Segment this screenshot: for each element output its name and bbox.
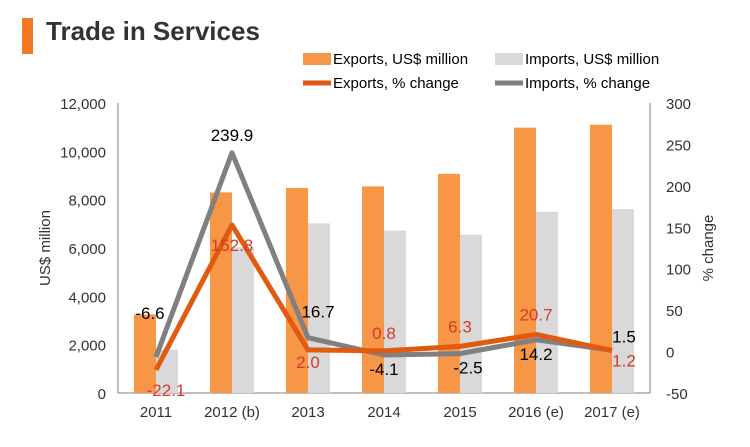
y-tick-label: 12,000	[60, 96, 106, 113]
x-tick-label: 2016 (e)	[508, 404, 564, 421]
y2-axis-title: % change	[700, 215, 717, 282]
exports-bar	[134, 314, 156, 393]
y-tick-label: 0	[98, 386, 106, 403]
y-axis-title: US$ million	[37, 210, 54, 286]
y2-tick-label: 250	[666, 137, 691, 154]
y2-tick-label: 0	[666, 345, 674, 362]
x-tick-label: 2017 (e)	[584, 404, 640, 421]
imports-pct-label: -4.1	[369, 360, 398, 379]
y2-tick-label: 150	[666, 220, 691, 237]
exports-pct-label: 1.2	[612, 352, 636, 371]
legend-exports-bar-label: Exports, US$ million	[333, 51, 468, 68]
imports-pct-label: -2.5	[453, 359, 482, 378]
y-tick-label: 2,000	[68, 338, 106, 355]
exports-bar	[514, 127, 536, 394]
exports-pct-label: 2.0	[296, 353, 320, 372]
y-tick-label: 6,000	[68, 241, 106, 258]
y-tick-label: 8,000	[68, 193, 106, 210]
exports-pct-label: 0.8	[372, 324, 396, 343]
imports-bar	[232, 247, 254, 393]
exports-pct-label: 20.7	[519, 305, 552, 324]
x-tick-label: 2011	[140, 404, 172, 421]
y2-tick-label: 100	[666, 262, 691, 279]
exports-pct-label: 152.8	[211, 236, 254, 255]
x-tick-label: 2012 (b)	[204, 404, 260, 421]
chart-title: Trade in Services	[46, 16, 260, 46]
y2-tick-label: 200	[666, 179, 691, 196]
imports-pct-label: 239.9	[211, 126, 254, 145]
exports-bar	[210, 192, 232, 393]
exports-bar	[590, 124, 612, 393]
title-accent-bar	[22, 18, 33, 54]
imports-pct-label: 14.2	[519, 345, 552, 364]
x-tick-label: 2014	[367, 404, 400, 421]
exports-pct-label: 6.3	[448, 317, 472, 336]
y-tick-label: 4,000	[68, 289, 106, 306]
exports-bar	[362, 186, 384, 393]
imports-bar	[612, 209, 634, 393]
legend-exports-bar-swatch	[303, 53, 331, 65]
exports-bar	[438, 173, 460, 393]
y2-tick-label: -50	[666, 386, 688, 403]
imports-pct-label: 16.7	[301, 303, 334, 322]
x-tick-label: 2013	[291, 404, 324, 421]
y2-tick-label: 300	[666, 96, 691, 113]
y-tick-label: 10,000	[60, 144, 106, 161]
imports-pct-line	[153, 150, 613, 358]
legend-exports-line-label: Exports, % change	[333, 75, 459, 92]
legend-imports-bar-label: Imports, US$ million	[525, 51, 659, 68]
exports-pct-label: -22.1	[147, 381, 186, 400]
x-tick-label: 2015	[443, 404, 476, 421]
legend-imports-bar-swatch	[495, 53, 523, 65]
imports-pct-label: 1.5	[612, 327, 636, 346]
imports-pct-label: -6.6	[135, 304, 164, 323]
imports-bar	[536, 211, 558, 393]
legend-imports-line-label: Imports, % change	[525, 75, 650, 92]
y2-tick-label: 50	[666, 303, 683, 320]
exports-pct-line	[153, 222, 613, 372]
